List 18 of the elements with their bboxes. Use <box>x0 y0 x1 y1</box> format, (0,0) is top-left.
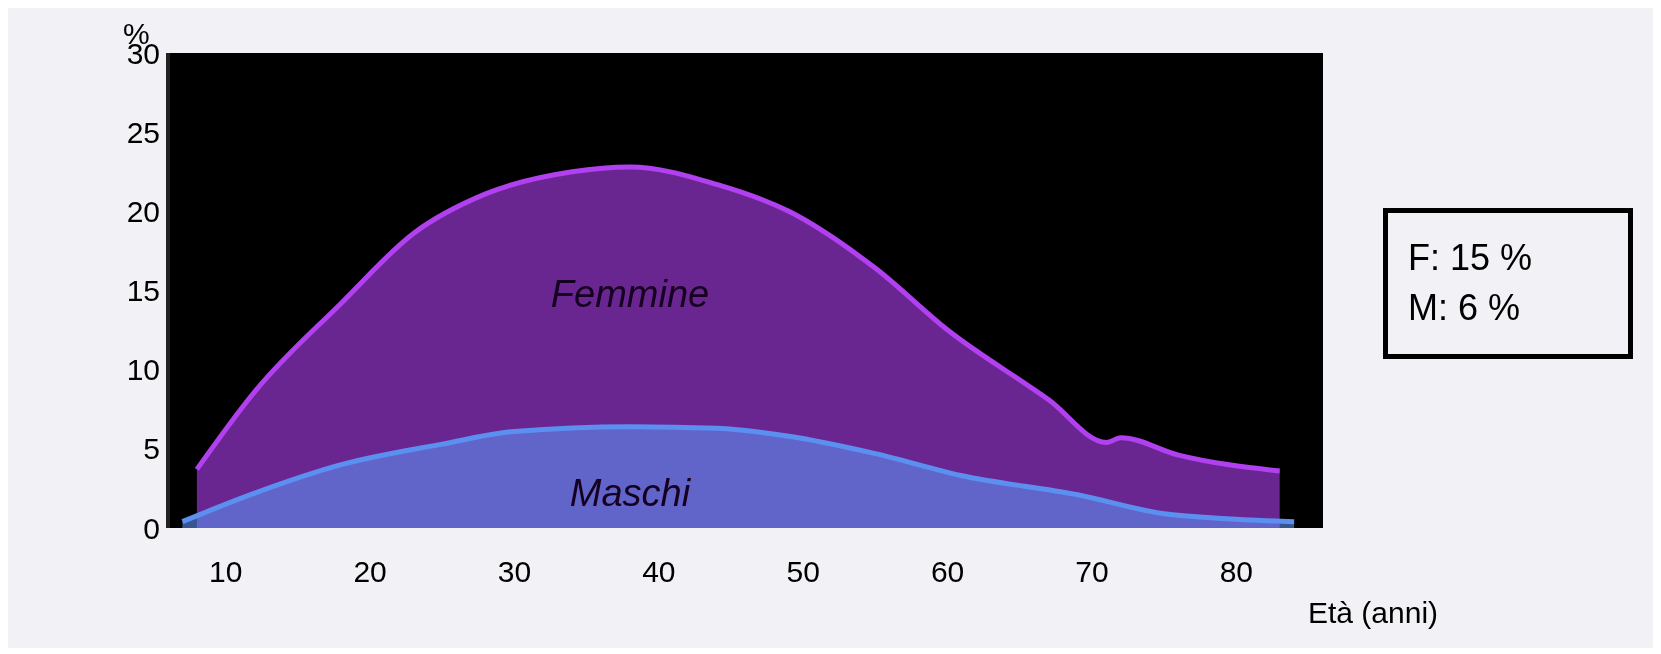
x-tick-label: 50 <box>786 555 820 589</box>
y-tick-label: 20 <box>126 194 160 228</box>
text: F: 15 % M: 6 % <box>1383 208 1633 359</box>
x-tick-label: 40 <box>642 555 676 589</box>
y-tick-label: 15 <box>126 274 160 308</box>
x-tick-label: 60 <box>930 555 965 589</box>
x-tick-label: 30 <box>497 555 532 589</box>
x-tick-label: 20 <box>353 555 387 589</box>
y-tick-label: 10 <box>126 353 160 387</box>
series-label: Maschi <box>569 472 692 515</box>
y-tick-label: 5 <box>143 432 160 466</box>
x-tick-label: 80 <box>1219 555 1254 589</box>
x-tick-label: 10 <box>209 555 243 589</box>
y-tick-label: 25 <box>126 115 160 149</box>
x-axis-title: Età (anni) <box>1308 596 1439 630</box>
y-tick-label: 0 <box>143 511 160 545</box>
x-tick-label: 70 <box>1075 555 1109 589</box>
series-label: Femmine <box>550 272 710 315</box>
